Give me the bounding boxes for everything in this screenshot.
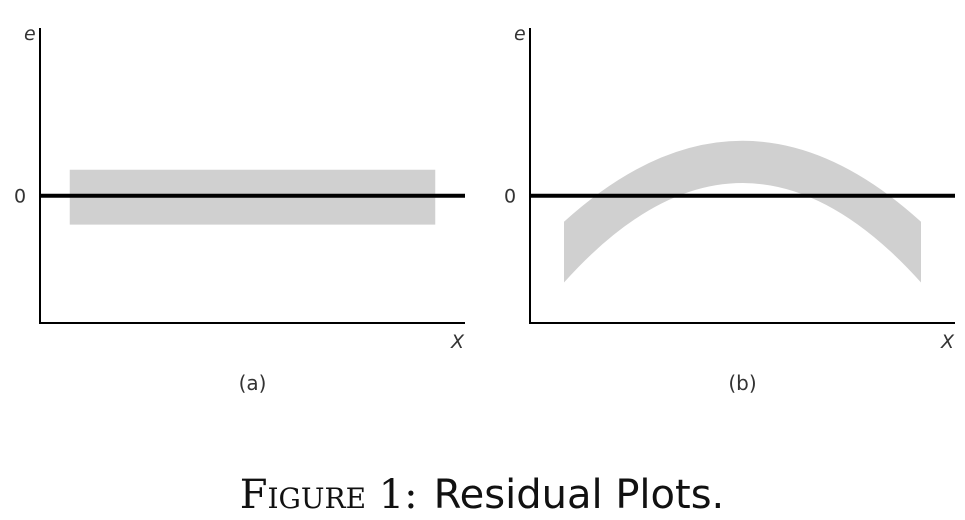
panel-b: e X 0 (b) — [504, 23, 955, 395]
panel-a: e X 0 (a) — [14, 23, 465, 395]
panel-b-band — [564, 140, 921, 283]
panel-b-xlabel: X — [940, 331, 955, 353]
caption-prefix: Figure 1: — [240, 472, 418, 518]
panel-a-ytick-zero: 0 — [14, 186, 26, 208]
panel-b-ytick-zero: 0 — [504, 186, 516, 208]
panel-a-xlabel: X — [450, 331, 465, 353]
panel-a-label: (a) — [239, 371, 267, 395]
panel-b-ylabel: e — [514, 23, 526, 45]
figure-caption: Figure 1: Residual Plots. — [240, 472, 725, 518]
panel-a-ylabel: e — [24, 23, 36, 45]
caption-text: Residual Plots. — [434, 472, 725, 518]
panel-b-label: (b) — [728, 371, 756, 395]
